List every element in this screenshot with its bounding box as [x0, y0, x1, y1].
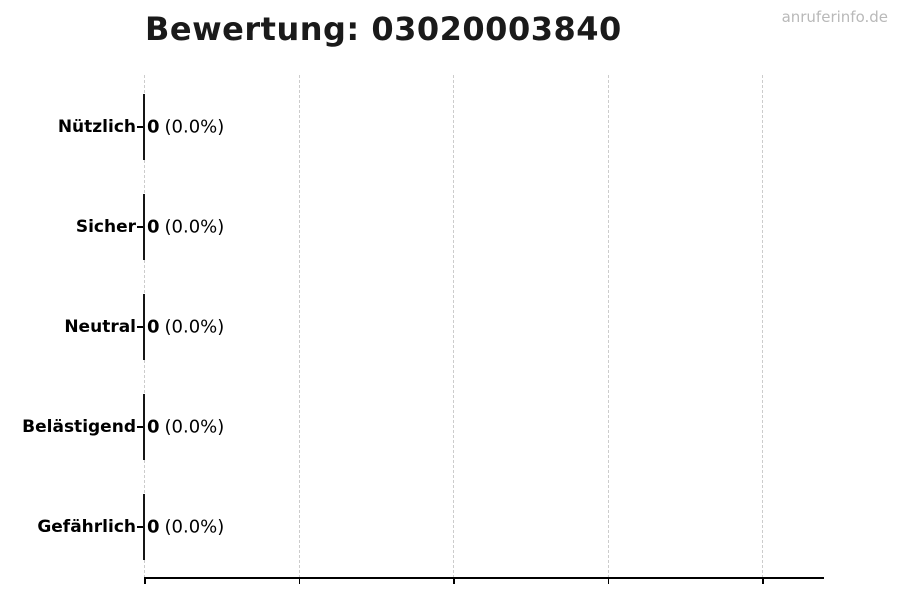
value-label: 0 (0.0%) [147, 317, 224, 338]
chart-title: Bewertung: 03020003840 [145, 10, 622, 48]
zero-width-bar [143, 394, 145, 460]
y-tick [137, 526, 144, 528]
value-number: 0 [147, 316, 160, 338]
value-percent: (0.0%) [164, 116, 225, 138]
x-tick [298, 578, 300, 584]
category-label: Sicher [75, 217, 136, 237]
x-tick [607, 578, 609, 584]
value-number: 0 [147, 116, 160, 138]
watermark-text: anruferinfo.de [781, 8, 888, 26]
value-label: 0 (0.0%) [147, 517, 224, 538]
x-tick [144, 578, 146, 584]
gridline [298, 75, 300, 578]
y-tick [137, 126, 144, 128]
zero-width-bar [143, 294, 145, 360]
x-tick [762, 578, 764, 584]
gridline [607, 75, 609, 578]
y-tick [137, 426, 144, 428]
y-tick [137, 326, 144, 328]
gridline [453, 75, 454, 578]
zero-width-bar [143, 494, 145, 560]
value-number: 0 [147, 516, 160, 538]
value-label: 0 (0.0%) [147, 117, 224, 138]
value-label: 0 (0.0%) [147, 217, 224, 238]
value-label: 0 (0.0%) [147, 417, 224, 438]
value-number: 0 [147, 216, 160, 238]
x-tick [453, 578, 455, 584]
category-label: Neutral [64, 317, 136, 337]
category-label: Belästigend [22, 417, 136, 437]
value-percent: (0.0%) [164, 416, 225, 438]
value-percent: (0.0%) [164, 516, 225, 538]
value-percent: (0.0%) [164, 316, 225, 338]
x-axis [144, 577, 824, 579]
zero-width-bar [143, 194, 145, 260]
y-tick [137, 226, 144, 228]
value-percent: (0.0%) [164, 216, 225, 238]
gridline [762, 75, 763, 578]
value-number: 0 [147, 416, 160, 438]
category-label: Gefährlich [37, 517, 136, 537]
zero-width-bar [143, 94, 145, 160]
category-label: Nützlich [57, 117, 136, 137]
